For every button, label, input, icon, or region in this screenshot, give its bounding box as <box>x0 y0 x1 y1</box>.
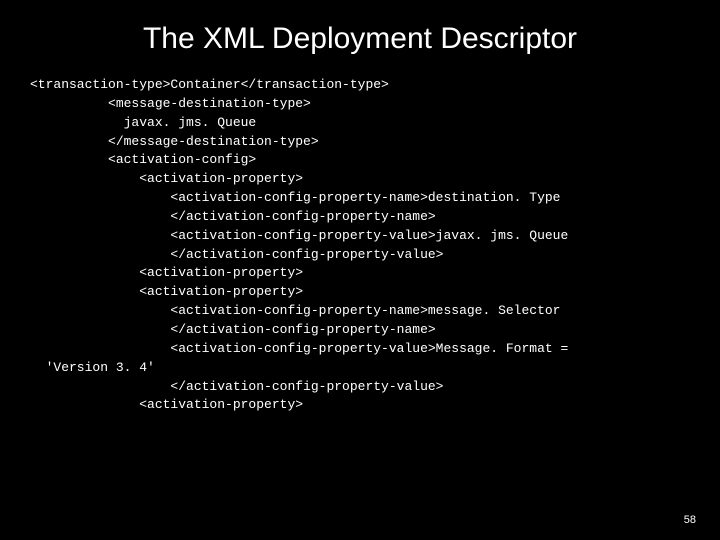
slide-title: The XML Deployment Descriptor <box>0 0 720 76</box>
page-number: 58 <box>684 514 696 526</box>
code-block: <transaction-type>Container</transaction… <box>0 76 720 415</box>
